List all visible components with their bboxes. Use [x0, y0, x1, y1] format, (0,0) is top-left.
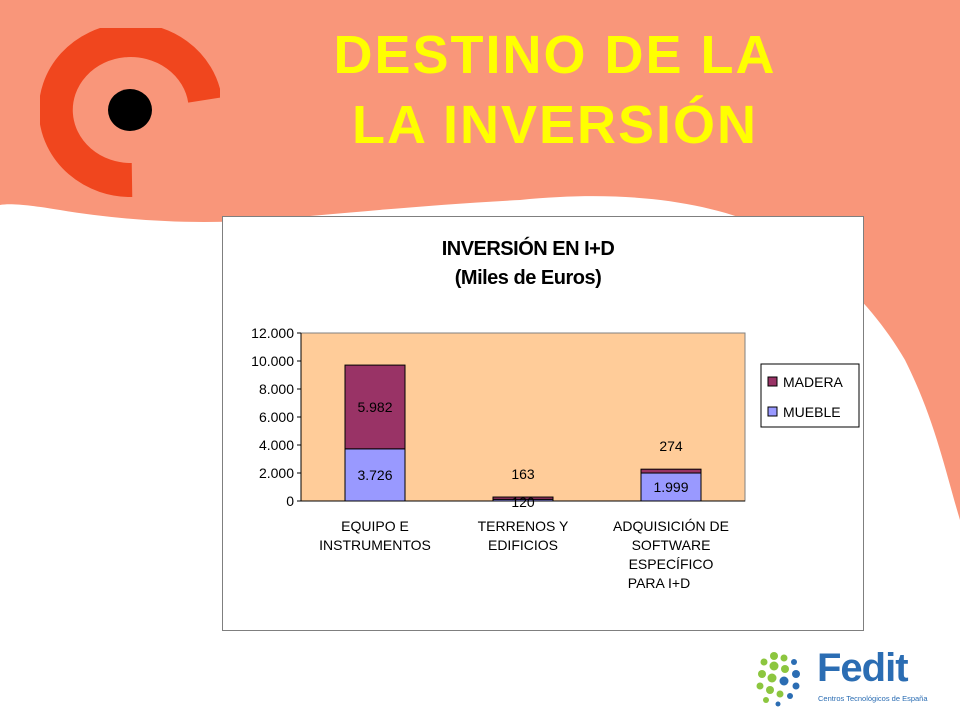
y-tick-label: 4.000 [259, 437, 294, 453]
x-category-label: ADQUISICIÓN DE SOFTWARE ESPECÍFICO PARA I+D [613, 518, 729, 591]
x-axis-labels: EQUIPO E INSTRUMENTOS TERRENOS Y EDIFICIOS A… [319, 518, 729, 591]
fedit-dots-icon [756, 652, 800, 707]
bar-mueble-0 [344, 448, 406, 502]
data-label-madera: 163 [511, 466, 535, 482]
bar-madera-1 [492, 496, 554, 500]
logo-ring-icon [40, 28, 220, 198]
data-label-madera: 274 [659, 438, 683, 454]
stacked-bar-chart: INVERSIÓN EN I+D (Miles de Euros) 0 2.000… [251, 236, 860, 591]
data-label-mueble: 120 [511, 494, 535, 510]
y-tick-label: 2.000 [259, 465, 294, 481]
chart-container: INVERSIÓN EN I+D (Miles de Euros) 0 2.000… [222, 216, 864, 631]
bar-series: 3.726 5.982 120 163 1.999 274 [344, 364, 702, 510]
fedit-subtitle: Centros Tecnológicos de España [818, 694, 928, 703]
slide-logo [40, 28, 220, 198]
legend-label-mueble: MUEBLE [783, 404, 841, 420]
x-category-label: TERRENOS Y EDIFICIOS [478, 518, 569, 553]
data-label-mueble: 3.726 [357, 467, 392, 483]
chart-title: INVERSIÓN EN I+D [442, 236, 615, 260]
fedit-wordmark: Fedit [817, 646, 909, 690]
legend-swatch-mueble [767, 406, 778, 417]
logo-dot-icon [108, 89, 152, 131]
data-label-mueble: 1.999 [653, 479, 688, 495]
y-tick-label: 6.000 [259, 409, 294, 425]
chart-legend: MADERA MUEBLE [760, 363, 860, 428]
slide-title-line-2: LA INVERSIÓN [351, 95, 759, 155]
y-tick-label: 0 [286, 493, 294, 509]
bar-madera-2 [640, 468, 702, 474]
chart-subtitle: (Miles de Euros) [455, 267, 601, 289]
x-category-label: EQUIPO E INSTRUMENTOS [319, 518, 431, 553]
bar-mueble-2 [640, 472, 702, 502]
legend-label-madera: MADERA [783, 374, 844, 390]
y-tick-label: 10.000 [251, 353, 294, 369]
legend-swatch-madera [767, 376, 778, 387]
salmon-wave-shape [0, 0, 960, 520]
fedit-logo: Fedit Centros Tecnológicos de España [752, 648, 952, 712]
bar-madera-0 [344, 364, 406, 450]
slide-title-line-1: DESTINO DE LA [333, 25, 777, 85]
y-tick-label: 8.000 [259, 381, 294, 397]
y-tick-label: 12.000 [251, 325, 294, 341]
data-label-madera: 5.982 [357, 399, 392, 415]
